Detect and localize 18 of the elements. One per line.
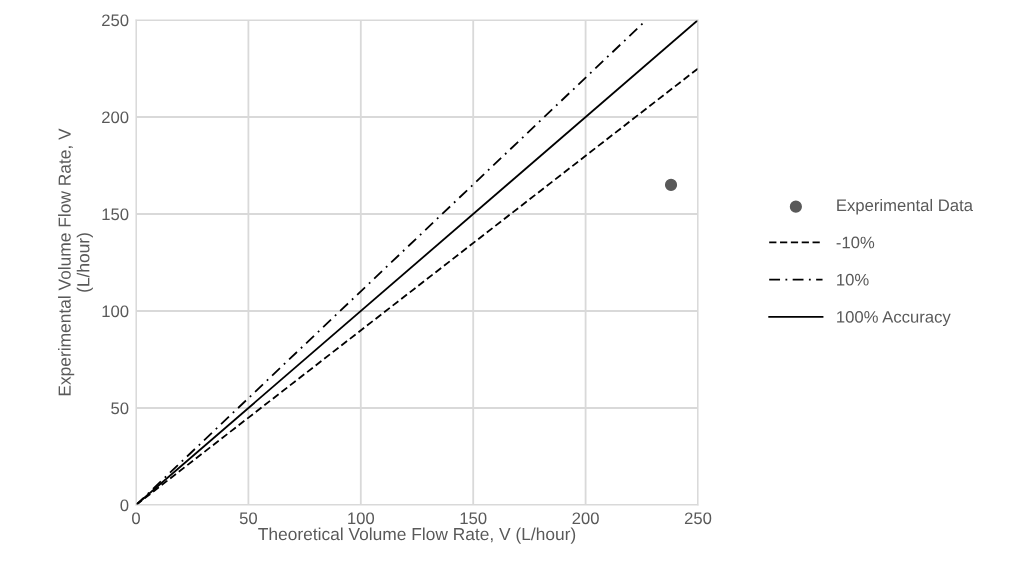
x-tick-label: 100 bbox=[348, 512, 375, 525]
x-tick-label: 200 bbox=[572, 512, 599, 525]
x-tick-label: 150 bbox=[460, 512, 487, 525]
y-tick-label: 150 bbox=[102, 208, 129, 221]
y-tick-label: 100 bbox=[102, 305, 129, 318]
y-tick-label: 200 bbox=[102, 111, 129, 124]
legend-label: 10% bbox=[837, 273, 869, 286]
x-tick-label: 0 bbox=[132, 512, 140, 525]
y-tick-label: 250 bbox=[102, 14, 129, 27]
x-tick-label: 250 bbox=[684, 512, 712, 525]
legend-label: -10% bbox=[836, 236, 875, 249]
x-tick-label: 50 bbox=[239, 512, 258, 525]
legend-label: 100% Accuracy bbox=[837, 310, 951, 327]
y-tick-label: 50 bbox=[111, 402, 129, 415]
x-axis-title: Theoretical Volume Flow Rate, V (L/hour) bbox=[258, 527, 576, 544]
y-axis-title: Experimental Volume Flow Rate, V (L/hour) bbox=[58, 128, 93, 396]
y-tick-label: 0 bbox=[120, 499, 129, 512]
legend-label: Experimental Data bbox=[837, 198, 973, 215]
